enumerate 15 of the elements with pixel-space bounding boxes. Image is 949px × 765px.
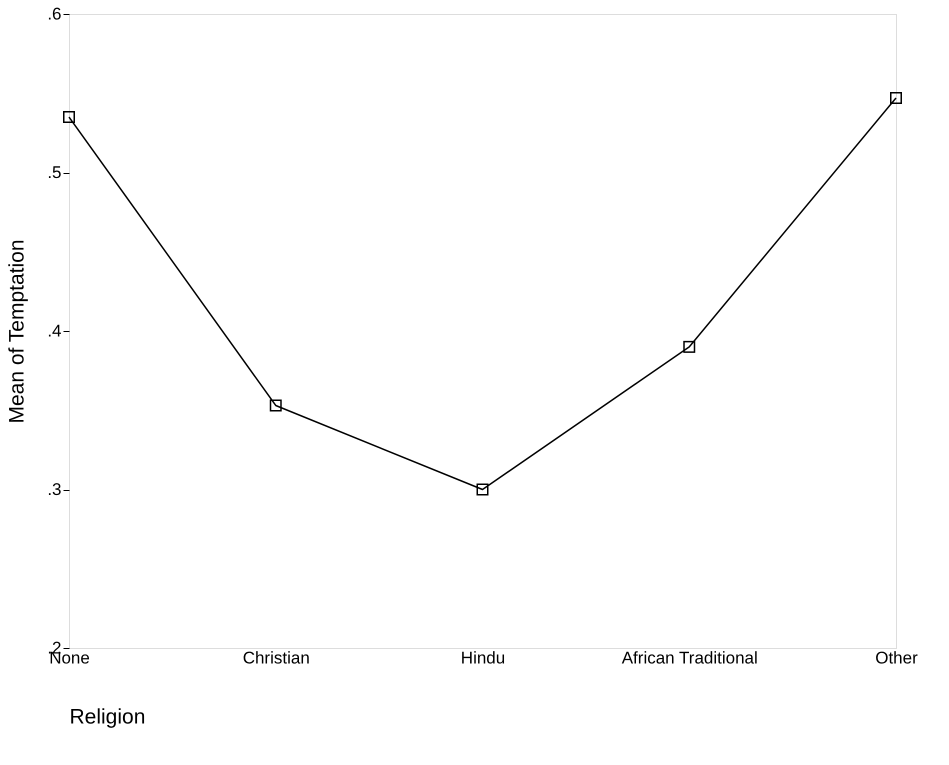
point (890, 92, 902, 104)
point (683, 340, 696, 353)
point (270, 400, 282, 412)
point (476, 484, 488, 496)
y-tick-label: .6 (47, 4, 62, 24)
x-tick-label: Christian (242, 648, 310, 668)
x-tick-label: Other (875, 648, 918, 668)
point (63, 111, 75, 124)
x-tick-label: Hindu (460, 648, 506, 668)
y-tick-label: .5 (47, 163, 62, 182)
y-axis-title: Mean of Temptation (5, 239, 28, 424)
x-axis-title: Religion (70, 706, 146, 728)
x-tick-label: African Traditional (622, 648, 758, 668)
y-tick-label: .4 (47, 322, 62, 340)
y-tick-label: .3 (47, 480, 62, 499)
